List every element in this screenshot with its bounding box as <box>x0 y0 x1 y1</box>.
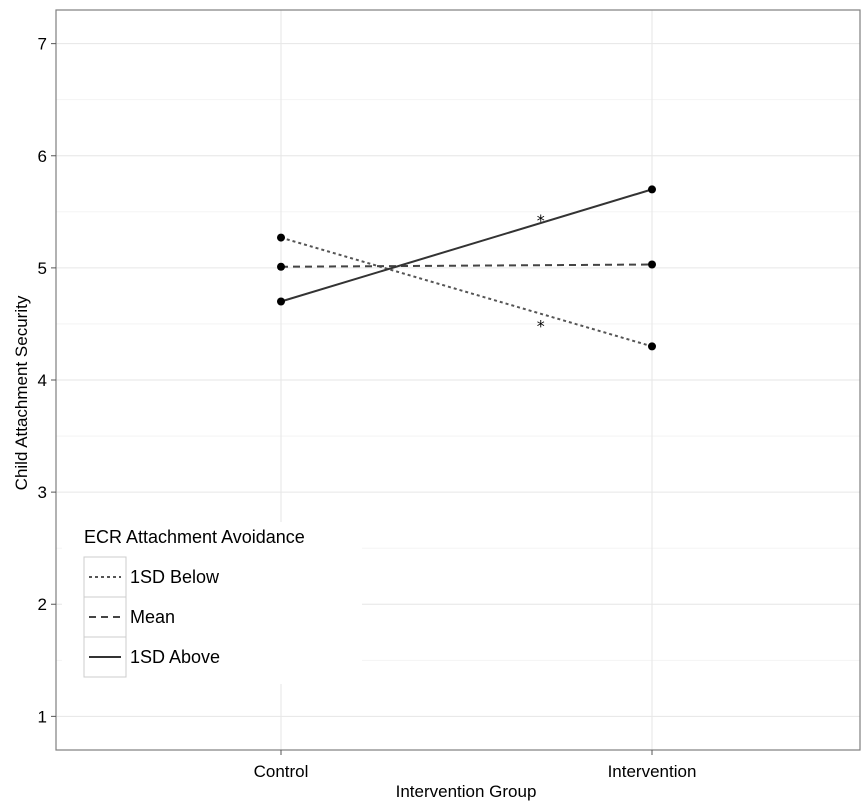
data-point <box>648 185 656 194</box>
data-point <box>648 260 656 269</box>
legend-keys: 1SD Below Mean 1SD Above <box>83 556 220 678</box>
legend-item: Mean <box>83 596 175 638</box>
y-tick-label: 7 <box>38 35 47 54</box>
x-tick-label: Control <box>254 762 309 781</box>
legend-label: 1SD Above <box>130 647 220 667</box>
y-tick-label: 3 <box>38 483 47 502</box>
y-axis-title: Child Attachment Security <box>12 295 31 490</box>
significance-annotation: * <box>537 317 545 336</box>
series-1 <box>277 233 656 351</box>
annotation-group: ** <box>537 211 545 335</box>
significance-annotation: * <box>537 211 545 230</box>
legend-label: 1SD Below <box>130 567 220 587</box>
y-tick-label: 1 <box>38 707 47 726</box>
legend-item: 1SD Below <box>83 556 220 598</box>
y-tick-label: 4 <box>38 371 47 390</box>
x-tick-label: Intervention <box>608 762 697 781</box>
series-line <box>280 236 653 348</box>
x-axis-title: Intervention Group <box>396 782 537 801</box>
data-point <box>277 297 285 306</box>
y-tick-label: 5 <box>38 259 47 278</box>
y-tick-label: 6 <box>38 147 47 166</box>
data-point <box>277 233 285 242</box>
legend-label: Mean <box>130 607 175 627</box>
y-tick-label: 2 <box>38 595 47 614</box>
series-line <box>280 188 653 303</box>
legend: ECR Attachment Avoidance 1SD BelowMean1S… <box>62 522 362 684</box>
data-point <box>277 262 285 271</box>
data-point <box>648 342 656 351</box>
series-3 <box>277 185 656 306</box>
legend-title: ECR Attachment Avoidance <box>84 527 305 547</box>
series-2 <box>277 260 656 271</box>
series-line <box>280 263 653 268</box>
axes: 1 2 3 4 5 6 7 Control Intervention <box>38 9 861 781</box>
legend-item: 1SD Above <box>83 636 220 678</box>
series-group <box>277 185 656 351</box>
